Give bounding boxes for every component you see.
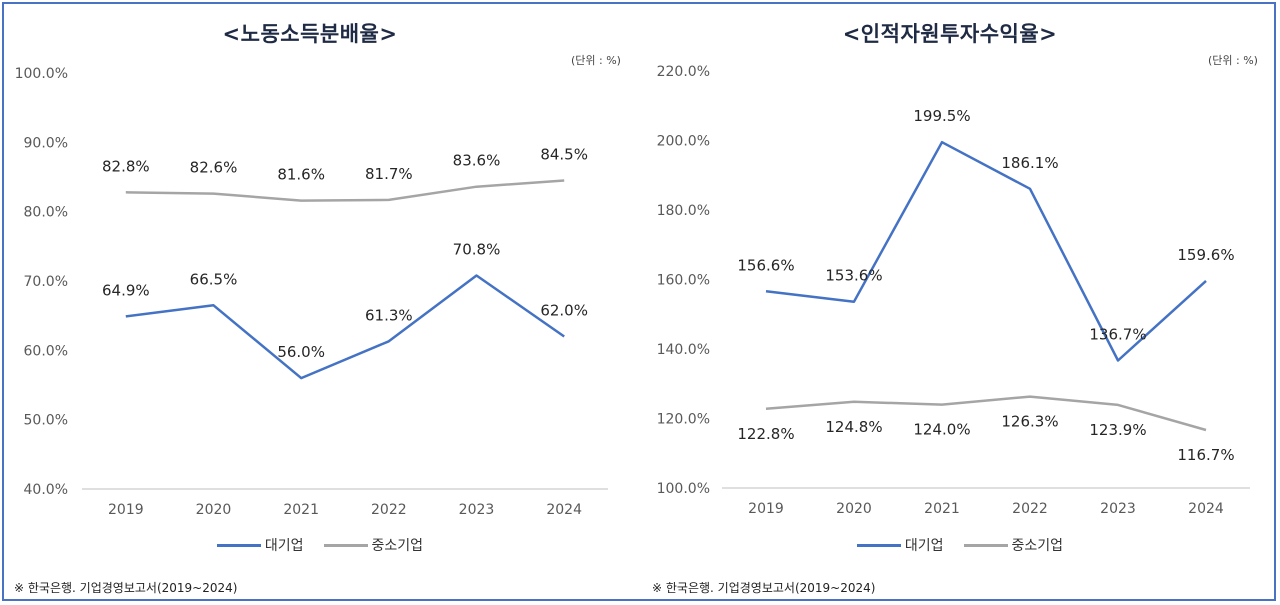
x-tick-label: 2022 xyxy=(371,502,407,518)
data-label: 81.7% xyxy=(365,165,413,183)
y-tick-label: 220.0% xyxy=(657,64,710,80)
x-tick-label: 2023 xyxy=(459,502,495,518)
x-tick-label: 2024 xyxy=(1188,501,1224,517)
source-note: ※ 한국은행. 기업경영보고서(2019~2024) xyxy=(14,581,238,595)
line-plot: 100.0% 90.0% 80.0% 70.0% 60.0% 50.0% 40.0% 2019… xyxy=(15,66,608,518)
legend-label: 대기업 xyxy=(904,538,944,554)
data-label: 56.0% xyxy=(277,343,325,361)
legend-swatch-large xyxy=(216,543,261,547)
data-label: 64.9% xyxy=(102,281,150,299)
legend-item-large: 대기업 xyxy=(856,535,944,555)
legend-item-sme: 중소기업 xyxy=(963,535,1064,555)
chart-title: <노동소득분배율> xyxy=(222,22,398,46)
chart-title: <인적자원투자수익율> xyxy=(842,22,1058,46)
data-label: 153.6% xyxy=(825,267,882,285)
data-label: 123.9% xyxy=(1089,421,1146,439)
x-tick-label: 2024 xyxy=(546,502,582,518)
x-tick-label: 2021 xyxy=(283,502,319,518)
y-tick-label: 140.0% xyxy=(657,342,710,358)
y-tick-label: 100.0% xyxy=(15,66,68,82)
series-line-large xyxy=(125,274,565,380)
y-tick-label: 60.0% xyxy=(24,343,68,359)
data-label: 156.6% xyxy=(737,256,794,274)
series-line-sme xyxy=(125,179,565,202)
data-label: 122.8% xyxy=(737,425,794,443)
labor-share-chart: <노동소득분배율> (단위 : %) 100.0% 90.0% 80.0% 70.0%… xyxy=(0,22,640,595)
hr-investment-return-chart: <인적자원투자수익율> (단위 : %) 220.0% 200.0% 180.0% 1… xyxy=(640,0,1280,605)
data-label: 81.6% xyxy=(277,166,325,184)
legend: 대기업 중소기업 xyxy=(640,535,1280,555)
legend-item-sme: 중소기업 xyxy=(323,535,424,555)
legend-label: 중소기업 xyxy=(371,538,424,554)
data-label: 84.5% xyxy=(540,145,588,163)
data-label: 83.6% xyxy=(453,152,501,170)
legend-label: 대기업 xyxy=(264,538,304,554)
series-line-sme xyxy=(765,395,1207,432)
data-label: 82.8% xyxy=(102,157,150,175)
y-tick-label: 50.0% xyxy=(24,413,68,429)
x-tick-label: 2022 xyxy=(1012,501,1048,517)
y-tick-label: 120.0% xyxy=(657,412,710,428)
y-tick-label: 40.0% xyxy=(24,482,68,498)
x-tick-label: 2021 xyxy=(924,501,960,517)
data-label: 82.6% xyxy=(190,159,238,177)
data-label: 199.5% xyxy=(913,107,970,125)
line-plot: 220.0% 200.0% 180.0% 160.0% 140.0% 120.0% 100.… xyxy=(657,64,1250,517)
x-tick-label: 2020 xyxy=(836,501,872,517)
y-tick-label: 180.0% xyxy=(657,203,710,219)
y-tick-label: 80.0% xyxy=(24,205,68,221)
y-tick-label: 200.0% xyxy=(657,134,710,150)
legend-swatch-sme xyxy=(963,543,1008,547)
x-tick-label: 2019 xyxy=(108,502,144,518)
x-tick-label: 2019 xyxy=(748,501,784,517)
x-tick-label: 2023 xyxy=(1100,501,1136,517)
data-label: 159.6% xyxy=(1177,246,1234,264)
legend-label: 중소기업 xyxy=(1011,538,1064,554)
y-tick-label: 90.0% xyxy=(24,135,68,151)
data-label: 70.8% xyxy=(453,240,501,258)
data-label: 66.5% xyxy=(190,270,238,288)
data-label: 124.0% xyxy=(913,421,970,439)
x-tick-label: 2020 xyxy=(196,502,232,518)
series-line-large xyxy=(765,140,1207,362)
data-label: 116.7% xyxy=(1177,446,1234,464)
data-label: 136.7% xyxy=(1089,325,1146,343)
source-note: ※ 한국은행. 기업경영보고서(2019~2024) xyxy=(652,581,876,595)
y-tick-label: 100.0% xyxy=(657,481,710,497)
legend: 대기업 중소기업 xyxy=(0,535,640,555)
y-tick-label: 160.0% xyxy=(657,273,710,289)
legend-swatch-large xyxy=(856,543,901,547)
data-label: 61.3% xyxy=(365,306,413,324)
legend-swatch-sme xyxy=(323,543,368,547)
data-label: 124.8% xyxy=(825,418,882,436)
data-label: 62.0% xyxy=(540,301,588,319)
legend-item-large: 대기업 xyxy=(216,535,304,555)
data-label: 126.3% xyxy=(1001,413,1058,431)
y-tick-label: 70.0% xyxy=(24,274,68,290)
data-label: 186.1% xyxy=(1001,154,1058,172)
unit-label: (단위 : %) xyxy=(1208,54,1258,67)
unit-label: (단위 : %) xyxy=(571,54,621,67)
